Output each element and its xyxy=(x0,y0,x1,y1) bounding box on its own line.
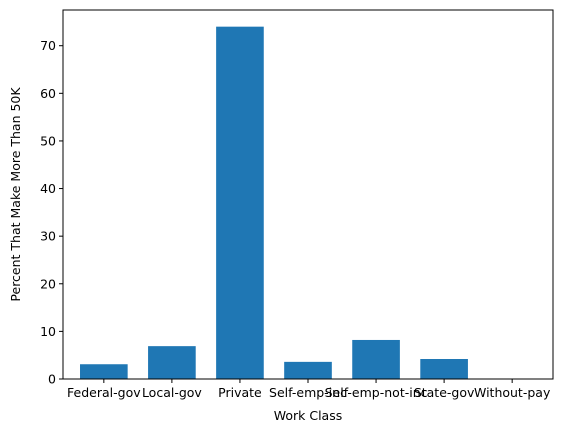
y-tick-label: 50 xyxy=(40,133,56,148)
y-tick-label: 40 xyxy=(40,181,56,196)
bar-private xyxy=(216,26,264,379)
y-tick-label: 30 xyxy=(40,229,56,244)
x-tick-label: State-gov xyxy=(414,385,475,400)
x-tick-label: Without-pay xyxy=(474,385,551,400)
y-tick-label: 0 xyxy=(48,372,56,387)
bar-local-gov xyxy=(148,346,196,379)
bars-group xyxy=(80,26,536,379)
x-tick-label: Private xyxy=(218,385,262,400)
y-axis-ticks: 0 10 20 30 40 50 60 70 xyxy=(40,38,63,387)
bar-self-emp-not-inc xyxy=(352,339,400,379)
y-tick-label: 20 xyxy=(40,276,56,291)
x-tick-label: Local-gov xyxy=(142,385,202,400)
bar-federal-gov xyxy=(80,364,128,379)
bar-state-gov xyxy=(420,359,468,379)
x-tick-label: Self-emp-not-inc xyxy=(325,385,428,400)
x-tick-label: Self-emp-inc xyxy=(269,385,347,400)
y-tick-label: 10 xyxy=(40,324,56,339)
bar-self-emp-inc xyxy=(284,361,332,379)
y-axis-label: Percent That Make More Than 50K xyxy=(8,87,23,302)
x-axis-label: Work Class xyxy=(274,408,343,423)
x-axis-ticks: Federal-gov Local-gov Private Self-emp-incS… xyxy=(67,379,551,400)
x-tick-label: Federal-gov xyxy=(67,385,141,400)
y-tick-label: 70 xyxy=(40,38,56,53)
y-tick-label: 60 xyxy=(40,86,56,101)
plot-frame xyxy=(62,9,554,380)
